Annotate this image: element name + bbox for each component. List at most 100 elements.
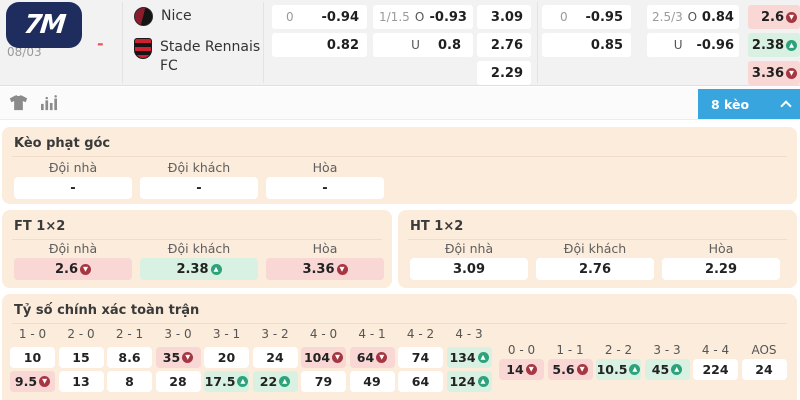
nice-crest-icon bbox=[134, 7, 153, 26]
ft-1x2-odds-cell[interactable]: 3.36 ▼ bbox=[266, 258, 384, 280]
odds-value: 0.84 bbox=[701, 9, 734, 25]
ft-1x2-panel: FT 1×2 Đội nhà Đội khách Hòa 2.6 ▼ 2.38 ▲ 3.36… bbox=[2, 210, 392, 288]
jersey-icon[interactable] bbox=[9, 95, 28, 115]
odds-value: 35 bbox=[162, 350, 181, 365]
score-column-header: 4 - 2 bbox=[406, 327, 435, 341]
ft-1x2-odds-cell[interactable]: 2.6 ▼ bbox=[14, 258, 132, 280]
ht-1x2-odds-cell[interactable]: 2.76 bbox=[536, 258, 654, 280]
score-odds-cell[interactable]: 45 ▲ bbox=[644, 359, 690, 380]
handicap-away-odds-cell[interactable]: 0.82 bbox=[272, 33, 367, 57]
score-odds-cell[interactable]: 24 bbox=[741, 359, 787, 380]
handicap-line: 2.5/3 bbox=[652, 10, 683, 24]
trend-up-icon: ▲ bbox=[279, 376, 291, 387]
corner-odds-cell[interactable]: - bbox=[266, 177, 384, 199]
stade-rennais-crest-icon bbox=[134, 38, 152, 59]
away-team-row[interactable]: Stade Rennais FC bbox=[134, 38, 266, 76]
ht-1x2-away-odds-cell[interactable]: 2.76 bbox=[477, 33, 531, 57]
score-odds-cell[interactable]: 64 ▼ bbox=[349, 347, 395, 368]
match-date: 08/03 bbox=[7, 45, 42, 59]
ht-1x2-column-header: Đội khách bbox=[563, 241, 627, 256]
trend-down-icon: ▼ bbox=[80, 263, 92, 275]
score-odds-cell[interactable]: 35 ▼ bbox=[155, 347, 201, 368]
score-odds-cell[interactable]: 10 bbox=[10, 347, 55, 368]
handicap-line: 0 bbox=[286, 10, 294, 24]
score-column-header: 0 - 0 bbox=[507, 343, 536, 357]
score-odds-cell[interactable]: 28 bbox=[155, 371, 201, 392]
score-odds-cell[interactable]: 104 ▼ bbox=[301, 347, 346, 368]
odds-value: - bbox=[196, 180, 202, 196]
odds-value: 2.6 bbox=[760, 9, 784, 25]
score-odds-cell[interactable]: 134 ▲ bbox=[446, 347, 492, 368]
odds-value: 224 bbox=[702, 362, 729, 377]
score-odds-cell[interactable]: 14 ▼ bbox=[499, 359, 544, 380]
trend-down-icon: ▼ bbox=[786, 11, 797, 23]
odds-value: 10.5 bbox=[596, 362, 628, 377]
handicap-line: 0 bbox=[560, 10, 568, 24]
odds-value: 3.36 bbox=[751, 65, 784, 81]
7m-logo[interactable]: 7M bbox=[6, 2, 82, 48]
ht-1x2-draw-odds-cell[interactable]: 2.29 bbox=[477, 61, 531, 85]
score-odds-cell[interactable]: 13 bbox=[58, 371, 104, 392]
odds-value: 8 bbox=[125, 374, 134, 389]
panel-separator bbox=[12, 156, 787, 157]
trend-down-icon: ▼ bbox=[182, 352, 194, 363]
ht-handicap-home-odds-cell[interactable]: 0 -0.95 bbox=[542, 5, 631, 29]
odds-value: 15 bbox=[72, 350, 90, 365]
score-odds-cell[interactable]: 20 bbox=[204, 347, 249, 368]
odds-value: 8.6 bbox=[118, 350, 141, 365]
odds-value: 3.36 bbox=[302, 261, 335, 277]
score-odds-cell[interactable]: 17.5 ▲ bbox=[204, 371, 249, 392]
ft-1x2-column-header: Đội khách bbox=[167, 241, 231, 256]
score-odds-cell[interactable]: 15 bbox=[58, 347, 104, 368]
ft-1x2-away-odds-cell[interactable]: 2.38 ▲ bbox=[748, 33, 800, 57]
ft-1x2-odds-cell[interactable]: 2.38 ▲ bbox=[140, 258, 258, 280]
ht-ou-under-odds-cell[interactable]: U -0.96 bbox=[647, 33, 739, 57]
score-odds-cell[interactable]: 79 bbox=[301, 371, 346, 392]
ft-panel-title: FT 1×2 bbox=[14, 219, 66, 234]
ft-1x2-draw-odds-cell[interactable]: 3.36 ▼ bbox=[748, 61, 800, 85]
trend-up-icon: ▲ bbox=[237, 376, 249, 387]
score-odds-cell[interactable]: 5.6 ▼ bbox=[547, 359, 593, 380]
ht-1x2-home-odds-cell[interactable]: 3.09 bbox=[477, 5, 531, 29]
ou-over-odds-cell[interactable]: 1/1.5 O -0.93 bbox=[373, 5, 473, 29]
trend-down-icon: ▼ bbox=[525, 364, 537, 375]
trend-down-icon: ▼ bbox=[376, 352, 388, 363]
ft-1x2-home-odds-cell[interactable]: 2.6 ▼ bbox=[748, 5, 800, 29]
ou-under-odds-cell[interactable]: U 0.8 bbox=[373, 33, 473, 57]
corner-odds-cell[interactable]: - bbox=[14, 177, 132, 199]
score-odds-cell[interactable]: 10.5 ▲ bbox=[596, 359, 641, 380]
ht-ou-over-odds-cell[interactable]: 2.5/3 O 0.84 bbox=[647, 5, 739, 29]
score-odds-cell[interactable]: 8.6 bbox=[107, 347, 152, 368]
score-odds-cell[interactable]: 9.5 ▼ bbox=[10, 371, 55, 392]
ou-label: O bbox=[414, 10, 425, 24]
score-odds-cell[interactable]: 24 bbox=[252, 347, 298, 368]
corner-odds-cell[interactable]: - bbox=[140, 177, 258, 199]
score-odds-cell[interactable]: 64 bbox=[398, 371, 443, 392]
score-odds-cell[interactable]: 22 ▲ bbox=[252, 371, 298, 392]
score-odds-cell[interactable]: 124 ▲ bbox=[446, 371, 492, 392]
odds-count-button[interactable]: 8 kèo bbox=[698, 89, 800, 119]
score-odds-cell[interactable]: 74 bbox=[398, 347, 443, 368]
handicap-line: 1/1.5 bbox=[379, 10, 410, 24]
score-odds-cell[interactable]: 8 bbox=[107, 371, 152, 392]
ft-1x2-column-header: Đội nhà bbox=[48, 241, 98, 256]
home-team-row[interactable]: Nice bbox=[134, 7, 192, 26]
handicap-home-odds-cell[interactable]: 0 -0.94 bbox=[272, 5, 367, 29]
score-column-header: 1 - 1 bbox=[556, 343, 584, 357]
score-odds-cell[interactable]: 224 bbox=[693, 359, 738, 380]
score-separator: - bbox=[97, 34, 104, 53]
ht-1x2-odds-cell[interactable]: 2.29 bbox=[662, 258, 780, 280]
score-column-header: 4 - 3 bbox=[455, 327, 483, 341]
odds-value: 24 bbox=[266, 350, 284, 365]
odds-value: 9.5 bbox=[14, 374, 38, 389]
odds-value: 64 bbox=[411, 374, 430, 389]
corner-panel-title: Kèo phạt góc bbox=[14, 136, 111, 151]
odds-value: 2.6 bbox=[54, 261, 79, 277]
odds-chart-icon[interactable] bbox=[40, 95, 58, 115]
ht-handicap-away-odds-cell[interactable]: 0.85 bbox=[542, 33, 631, 57]
ht-1x2-odds-cell[interactable]: 3.09 bbox=[410, 258, 528, 280]
odds-value: 17.5 bbox=[204, 374, 236, 389]
odds-value: - bbox=[70, 180, 76, 196]
toolbar: 8 kèo bbox=[0, 87, 800, 120]
score-odds-cell[interactable]: 49 bbox=[349, 371, 395, 392]
